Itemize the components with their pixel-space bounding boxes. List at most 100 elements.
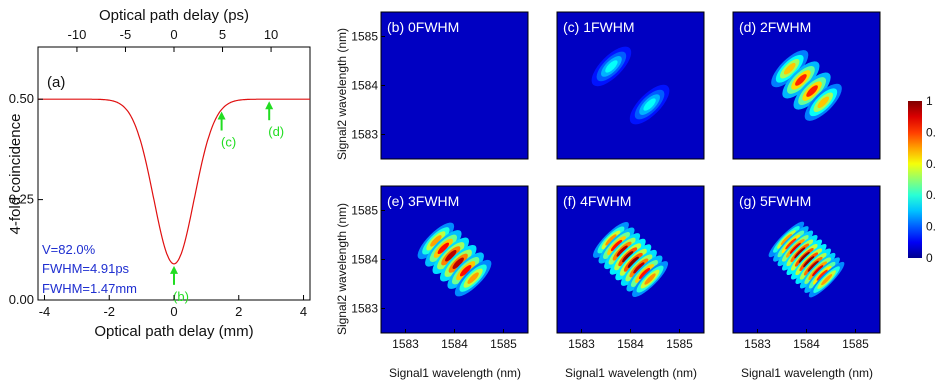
- heatmap-ylabel-top: Signal2 wavelength (nm): [335, 28, 349, 160]
- x-tick-label: 1583: [744, 337, 771, 351]
- marker-label: (c): [221, 134, 236, 149]
- x-tick-label: 1585: [666, 337, 693, 351]
- marker-arrow-head: [170, 265, 178, 274]
- dip-annotations: V=82.0% FWHM=4.91ps FWHM=1.47mm: [42, 242, 137, 296]
- heatmap-panel-f: (f) 4FWHM: [556, 185, 705, 334]
- x-tick-label: 1583: [392, 337, 419, 351]
- heatmap-stripe: [627, 256, 639, 268]
- colorbar-gradient: [908, 101, 922, 258]
- heatmap-panel-label: (c) 1FWHM: [563, 19, 635, 35]
- fwhm-ps-annotation: FWHM=4.91ps: [42, 261, 130, 276]
- x2-tick-label: -5: [120, 27, 132, 42]
- heatmap-panel-label: (d) 2FWHM: [739, 19, 811, 35]
- x-tick-label: -4: [39, 304, 51, 319]
- heatmap-stripes: [771, 50, 842, 121]
- heatmap-stripe: [644, 273, 656, 285]
- x-tick-label: 4: [300, 304, 307, 319]
- y-tick-label: 1584: [351, 253, 378, 267]
- heatmap-stripe: [798, 251, 810, 263]
- heatmap-stripe: [803, 256, 815, 268]
- heatmap-stripe: [445, 250, 457, 262]
- heatmap-xlabel-2: Signal1 wavelength (nm): [565, 366, 697, 380]
- marker-arrow-head: [265, 101, 274, 110]
- heatmap-stripe: [605, 60, 618, 73]
- y-tick-label: 1583: [351, 128, 378, 142]
- colorbar-tick-label: 0.: [926, 220, 935, 234]
- heatmap-stripes: [417, 222, 492, 297]
- x-tick-label: 1584: [793, 337, 820, 351]
- heatmap-stripe: [794, 247, 806, 259]
- colorbar-tick-label: 1: [926, 94, 933, 108]
- top-axis-label: Optical path delay (ps): [99, 7, 249, 24]
- heatmap-stripes: [768, 221, 845, 298]
- x-tick-label: 1584: [617, 337, 644, 351]
- heatmap-panel-label: (g) 5FWHM: [739, 193, 811, 209]
- heatmap-stripe: [430, 235, 442, 247]
- heatmap-background: [557, 12, 704, 159]
- heatmap-panel-g: (g) 5FWHM: [732, 185, 881, 334]
- heatmap-stripe: [452, 257, 464, 269]
- left-axis-ticks: 0.00 0.25 0.50: [9, 91, 43, 307]
- y-tick-label: 0.50: [9, 91, 34, 106]
- panel-label-a: (a): [47, 74, 65, 91]
- bottom-axis-label: Optical path delay (mm): [94, 323, 253, 340]
- heatmap-panel-label: (b) 0FWHM: [387, 19, 459, 35]
- heatmap-stripe: [817, 96, 830, 109]
- y-tick-label: 1585: [351, 30, 378, 44]
- x-tick-label: 0: [170, 304, 177, 319]
- colorbar-tick-label: 0.: [926, 188, 935, 202]
- colorbar-tick-label: 0.: [926, 157, 935, 171]
- heatmap-stripe: [605, 234, 617, 246]
- x-tick-label: 1584: [441, 337, 468, 351]
- heatmap-stripe: [459, 264, 472, 277]
- heatmap-xlabel-3: Signal1 wavelength (nm): [741, 366, 873, 380]
- heatmap-stripe: [633, 262, 645, 274]
- colorbar-tick-label: 0.: [926, 125, 935, 139]
- heatmap-stripe: [643, 98, 656, 111]
- heatmap-grid: (b) 0FWHM (c) 1FWHM (d) 2FWHM (e) 3FWHM (f) …: [335, 11, 881, 380]
- left-axis-label: 4-fold coincidence: [7, 114, 24, 235]
- heatmap-stripe: [821, 274, 833, 286]
- heatmap-stripe: [807, 260, 819, 272]
- y-tick-label: 0.25: [9, 192, 34, 207]
- heatmap-stripe: [780, 233, 792, 245]
- x-tick-label: 1585: [842, 337, 869, 351]
- heatmap-panel-d: (d) 2FWHM: [732, 11, 881, 160]
- bottom-axis-ticks: -4 -2 0 2 4: [39, 295, 307, 319]
- x2-tick-label: 0: [170, 27, 177, 42]
- line-chart-a: Optical path delay (ps) -10 -5 0 5 10 (a) (b…: [7, 7, 311, 340]
- colorbar-tick-label: 0: [926, 251, 933, 265]
- x-tick-label: 1583: [568, 337, 595, 351]
- heatmap-ylabel-bottom: Signal2 wavelength (nm): [335, 203, 349, 335]
- delay-markers: (b) (c) (d): [170, 101, 284, 304]
- heatmap-frame: [556, 11, 705, 160]
- heatmap-stripe: [437, 242, 450, 255]
- x-tick-label: 1585: [490, 337, 517, 351]
- heatmap-panel-b: (b) 0FWHM: [380, 11, 529, 160]
- heatmap-xlabel-1: Signal1 wavelength (nm): [389, 366, 521, 380]
- heatmap-stripes: [591, 46, 670, 125]
- heatmap-stripe: [610, 239, 623, 252]
- fwhm-mm-annotation: FWHM=1.47mm: [42, 281, 137, 296]
- marker-label: (d): [268, 124, 284, 139]
- marker-arrow-head: [217, 111, 226, 120]
- heatmap-background: [381, 12, 528, 159]
- heatmap-stripe: [816, 269, 828, 281]
- top-axis-ticks: -10 -5 0 5 10: [68, 27, 278, 52]
- heatmap-stripe: [616, 245, 628, 257]
- heatmap-stripe: [812, 265, 824, 277]
- heatmap-panel-c: (c) 1FWHM: [556, 11, 705, 160]
- heatmap-stripe: [638, 267, 651, 280]
- x-tick-label: 2: [235, 304, 242, 319]
- visibility-annotation: V=82.0%: [42, 242, 96, 257]
- colorbar: 0 0. 0. 0. 0. 1: [908, 94, 935, 265]
- heatmap-frame: [732, 11, 881, 160]
- heatmap-panel-label: (e) 3FWHM: [387, 193, 459, 209]
- x2-tick-label: 10: [264, 27, 278, 42]
- x2-tick-label: 5: [219, 27, 226, 42]
- x-tick-label: -2: [103, 304, 115, 319]
- dip-curve: [38, 98, 310, 265]
- heatmap-panel-e: (e) 3FWHM: [380, 185, 529, 334]
- heatmap-stripes: [592, 221, 669, 298]
- y-tick-label: 1585: [351, 204, 378, 218]
